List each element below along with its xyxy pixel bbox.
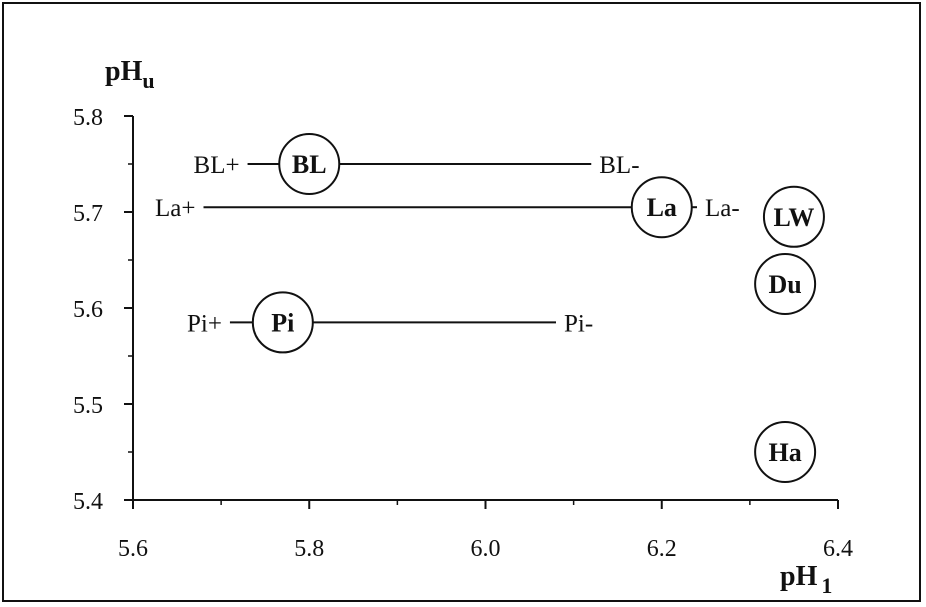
x-axis-title: pH 1 bbox=[780, 561, 832, 598]
axes: 5.6 5.8 6.0 6.2 6.4 5.4 5.5 5.6 5.7 5.8 bbox=[73, 105, 853, 562]
range-max-label: Pi- bbox=[564, 310, 593, 337]
point-label: Pi bbox=[271, 308, 294, 337]
point-marker bbox=[251, 291, 314, 354]
x-tick-label: 6.2 bbox=[647, 536, 677, 562]
x-tick-label: 5.8 bbox=[294, 536, 324, 562]
y-axis-title: pHu bbox=[105, 56, 155, 93]
y-tick-label: 5.6 bbox=[73, 297, 103, 323]
data-points: BL La LW Du Pi Ha bbox=[251, 133, 825, 483]
point-label: Ha bbox=[769, 438, 802, 467]
point-label: LW bbox=[773, 203, 814, 232]
x-axis-title-sub: 1 bbox=[821, 573, 832, 598]
point-label: BL bbox=[292, 150, 327, 179]
range-lines: BL+ BL- La+ La- Pi+ Pi- bbox=[155, 152, 740, 337]
point-label: La bbox=[647, 193, 677, 222]
y-tick-label: 5.7 bbox=[73, 201, 103, 227]
y-tick-label: 5.5 bbox=[73, 393, 103, 419]
point-marker bbox=[754, 421, 817, 483]
x-tick-label: 5.6 bbox=[118, 536, 148, 562]
point-marker bbox=[754, 253, 817, 315]
point-marker bbox=[762, 185, 825, 248]
point-label: Du bbox=[769, 270, 802, 299]
x-tick-label: 6.0 bbox=[471, 536, 501, 562]
point-marker bbox=[278, 133, 341, 195]
range-min-label: Pi+ bbox=[187, 310, 222, 337]
range-min-label: BL+ bbox=[194, 152, 240, 179]
y-axis-title-main: pH bbox=[105, 56, 143, 87]
y-tick-label: 5.4 bbox=[73, 489, 103, 515]
range-min-label: La+ bbox=[155, 195, 195, 222]
range-max-label: La- bbox=[705, 195, 740, 222]
x-axis-title-main: pH bbox=[780, 561, 818, 592]
y-tick-label: 5.8 bbox=[73, 105, 103, 131]
range-max-label: BL- bbox=[599, 152, 639, 179]
x-tick-label: 6.4 bbox=[823, 536, 853, 562]
y-axis-title-sub: u bbox=[142, 68, 154, 93]
point-marker bbox=[630, 176, 693, 239]
